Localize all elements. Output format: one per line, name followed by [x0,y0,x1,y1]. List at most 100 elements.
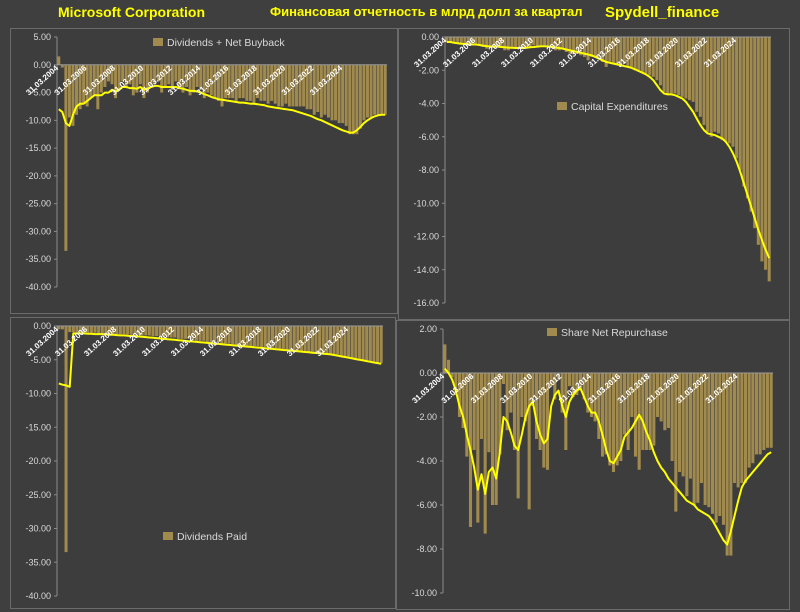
bar [314,326,318,353]
bar [202,64,206,99]
y-tick-label: -10.00 [413,198,439,208]
bar [260,326,264,347]
bar [758,373,762,455]
bar [608,373,612,466]
bar [337,64,341,124]
y-tick-label: 5.00 [33,32,51,42]
bar [564,373,568,450]
bar [754,373,759,455]
bar [677,373,682,472]
bar [644,37,648,74]
bar [369,64,373,118]
bar [92,64,96,96]
bar [256,326,260,347]
bar [259,64,263,101]
bar [82,326,86,333]
bar [144,326,148,336]
bar [465,373,469,457]
bar [57,326,61,330]
bar [582,373,586,400]
bar [765,373,770,448]
bar [517,37,521,47]
bar [114,64,118,99]
bar [743,373,748,483]
y-tick-label: -20.00 [25,456,51,466]
bar [296,326,300,351]
bar [470,37,474,44]
bar [71,64,75,126]
y-tick-label: 2.00 [419,324,437,334]
bar [362,64,366,121]
bar [742,37,746,187]
bar [740,373,744,483]
bar [703,373,707,505]
bar [659,373,663,422]
bar [213,326,217,343]
y-tick-label: 0.00 [33,60,51,70]
bar [512,373,517,450]
bar [199,64,203,90]
bar [280,64,284,107]
bar [351,64,355,135]
bar [383,64,387,115]
chart-svg-capital-expenditures: 0.00 -2.00 -4.00 -6.00 -8.00 -10.00 -12.00 -14.… [412,32,771,308]
bar [528,37,532,47]
bar [162,326,166,337]
bar [108,326,112,334]
bar [241,64,245,99]
bar [725,373,729,556]
bar [521,37,525,49]
bar [490,373,495,505]
bar [505,373,509,431]
bar [328,326,332,356]
bar [365,64,369,118]
bar [637,37,641,71]
bar [124,64,128,87]
bar [553,373,557,400]
bar [670,373,674,461]
y-tick-label: -10.00 [411,588,437,598]
bar [745,37,749,199]
bar [545,373,550,470]
bar [586,37,590,61]
bar [373,64,377,115]
bar [496,37,500,46]
bar [492,37,496,47]
y-tick-label: -12.00 [413,232,439,242]
y-tick-label: -15.00 [25,143,51,153]
bar [82,64,86,104]
trend-line [444,367,772,546]
bar [531,373,535,406]
bar [749,37,753,212]
bar [85,64,89,107]
bar [681,373,685,477]
bar [523,373,528,422]
bar [365,326,369,361]
bar [245,326,249,346]
chart-svg-dividends-net-buyback: 5.00 0.00 -5.00 -10.00 -15.00 -20.00 -25.00 -30… [24,32,387,292]
chart-svg-share-net-repurchase: 2.000.00-2.00-4.00-6.00-8.00-10.0031.03.… [410,324,773,598]
bar [520,373,524,417]
bar [707,373,711,508]
bar [756,37,760,245]
bar [687,37,692,101]
bar [575,37,579,54]
y-tick-label: -15.00 [25,422,51,432]
bar [710,373,715,514]
bar [266,64,270,104]
bar [499,37,503,47]
bar [187,326,191,339]
bar [231,326,235,345]
y-tick-label: -25.00 [25,199,51,209]
bar [572,37,576,54]
bar [96,64,100,110]
bar [677,37,681,96]
bar [163,64,167,87]
legend-label: Capital Expenditures [571,101,668,113]
bar [133,326,137,335]
bar [640,37,644,72]
bar [238,64,242,99]
y-tick-label: -8.00 [418,165,439,175]
bar [281,326,285,349]
bar [336,326,340,357]
